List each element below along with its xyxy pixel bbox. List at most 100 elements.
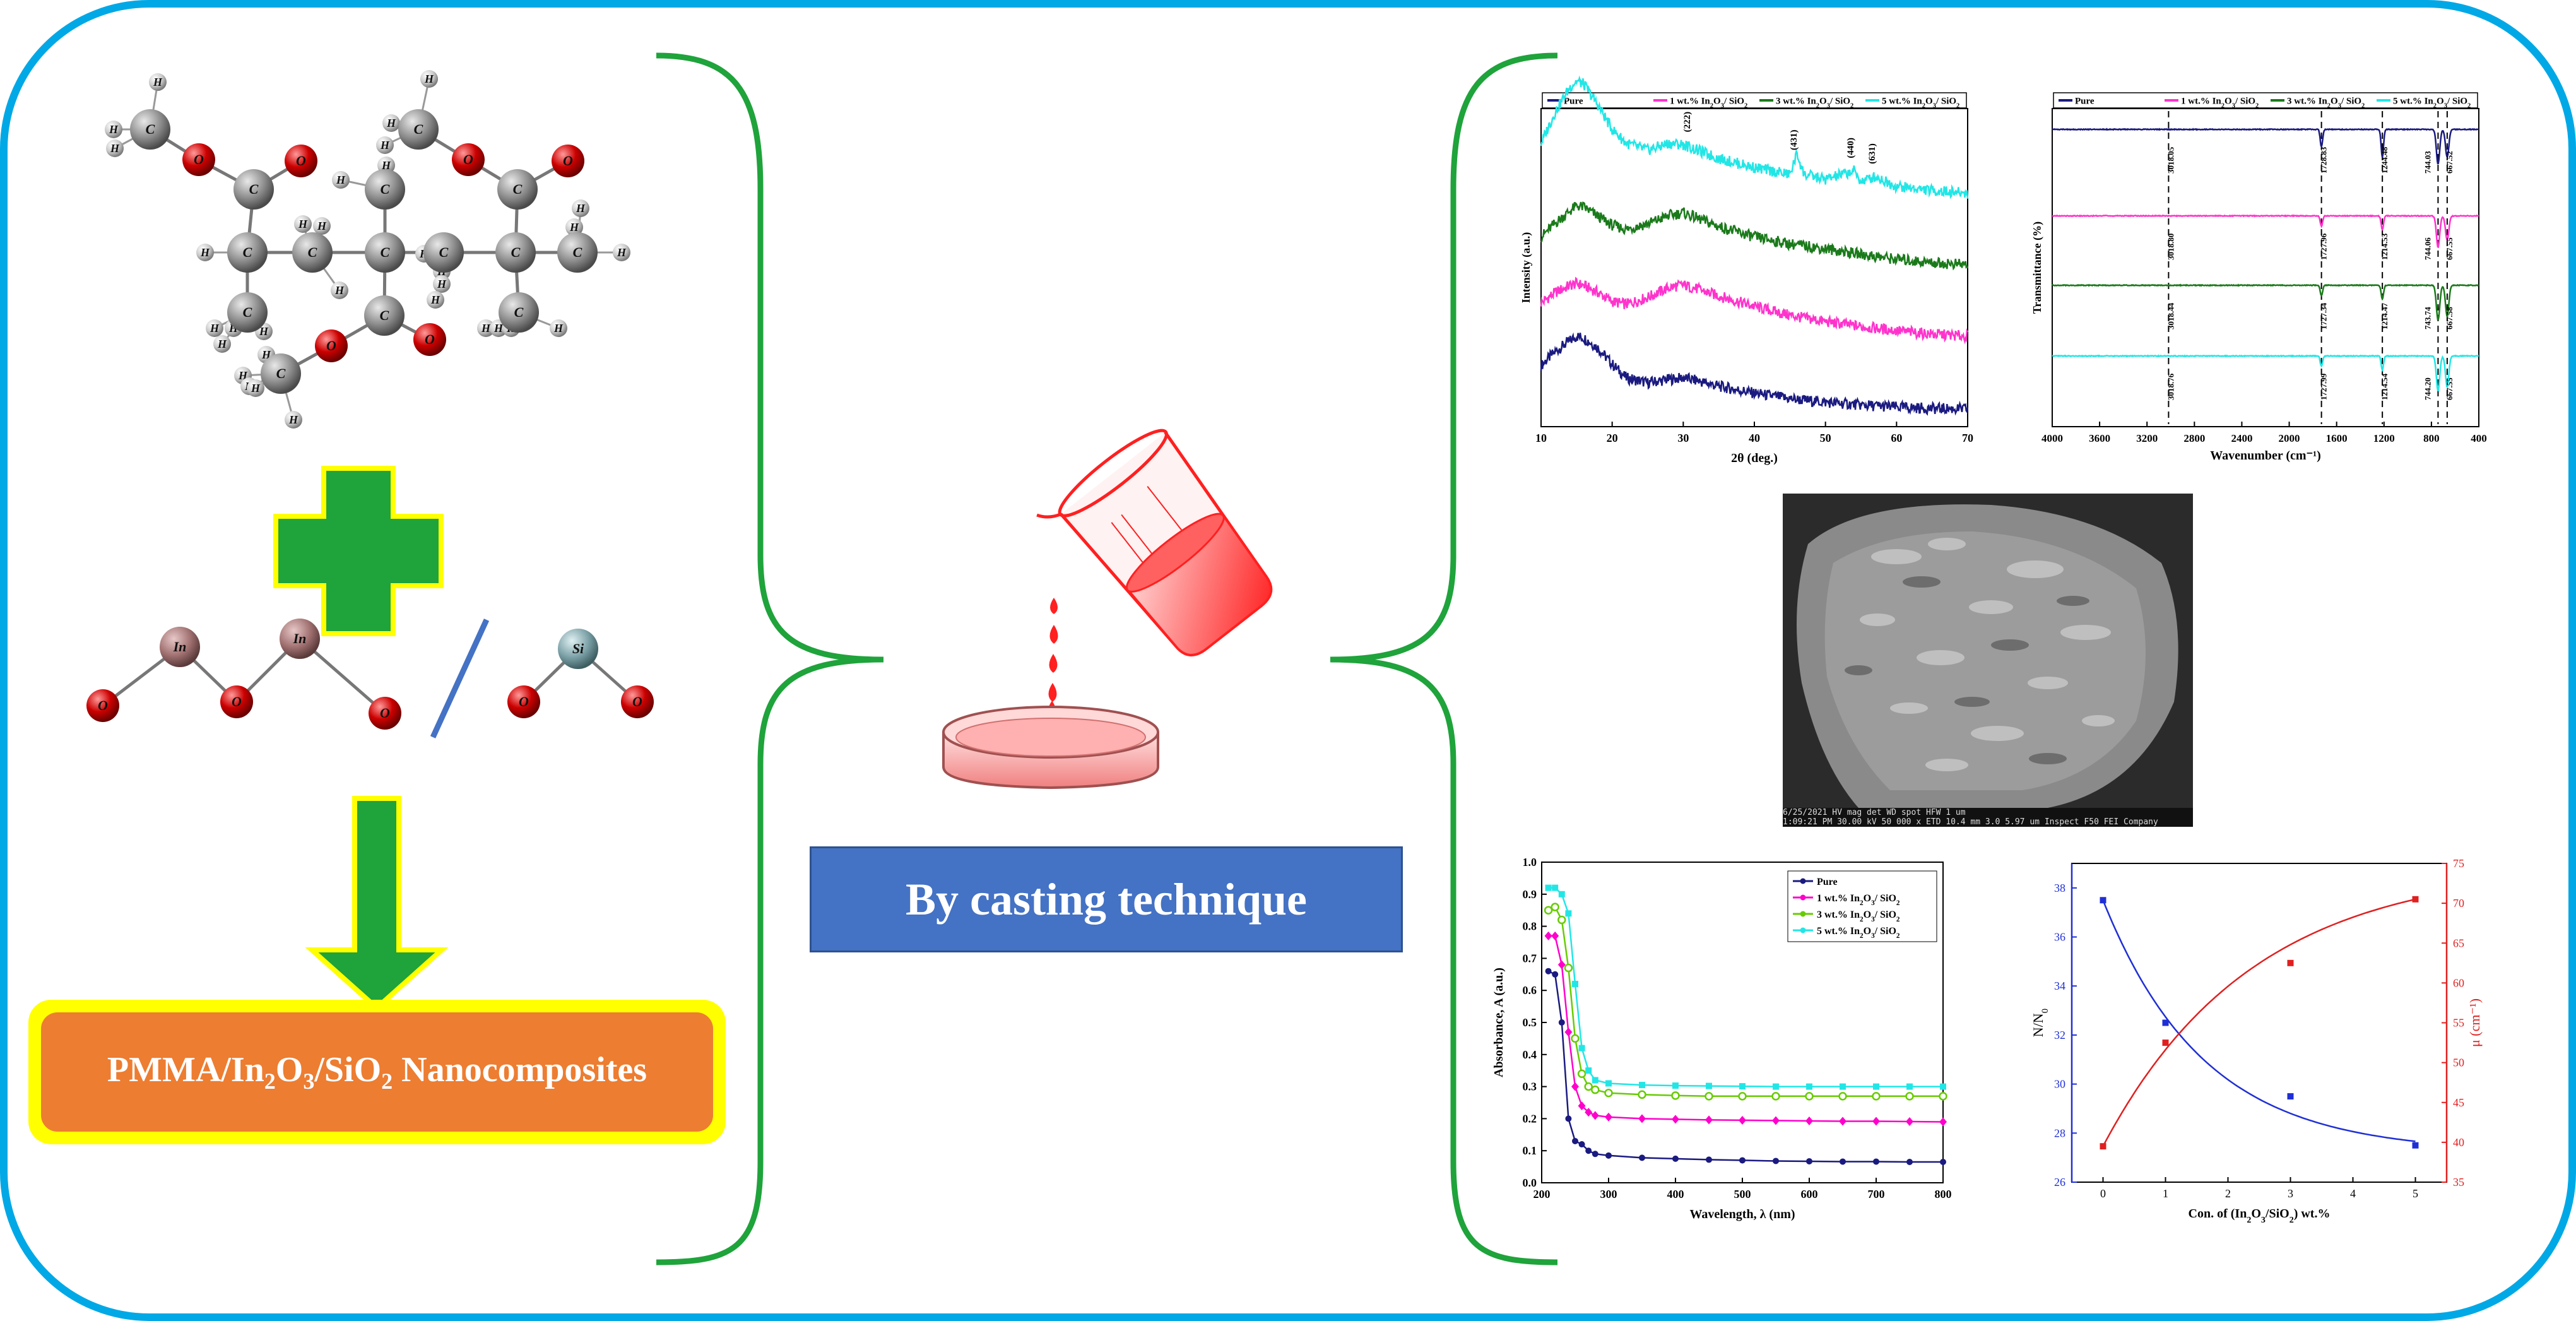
hydrogen-atom: [313, 217, 331, 235]
peak-annotation: 1214.47: [2380, 302, 2389, 329]
uv-point: [1806, 1083, 1812, 1090]
x-tick-label: 2: [2225, 1187, 2231, 1200]
peak-annotation: 667.52: [2445, 151, 2454, 174]
hydrogen-atom: [332, 171, 350, 189]
uv-point: [1705, 1115, 1713, 1125]
pmma-molecule: HHHHHHHHHHHHHHHHHHHHHHHHHHHHHHHHCCCCCCCO…: [105, 70, 630, 429]
atom-label: H: [334, 284, 345, 297]
x-tick-label: 600: [1801, 1188, 1818, 1200]
uv-point: [1592, 1077, 1598, 1084]
uv-point: [1906, 1083, 1913, 1090]
uv-point: [1592, 1151, 1598, 1158]
uv-point: [1544, 931, 1552, 940]
carbon-atom: [233, 169, 274, 210]
x-tick-label: 0: [2100, 1187, 2106, 1200]
sem-caption-line: 6/25/2021 HV mag det WD spot HFW 1 um: [1783, 808, 1966, 817]
peak-annotation: 1244.48: [2380, 146, 2389, 174]
uv-point: [1706, 1082, 1712, 1089]
x-tick-label: 800: [1935, 1188, 1952, 1200]
uv-point: [1551, 903, 1559, 911]
x-tick-label: 4000: [2041, 432, 2063, 444]
legend: [1542, 92, 1967, 109]
oxygen-atom: [285, 145, 317, 177]
uv-point: [1604, 1089, 1613, 1098]
atom-label: H: [493, 322, 504, 335]
uv-point: [1739, 1157, 1746, 1164]
uv-point: [1671, 1091, 1680, 1100]
x-tick-label: 1: [2163, 1187, 2168, 1200]
x-tick-label: 2400: [2231, 432, 2252, 444]
carbon-atom: [261, 353, 301, 394]
uv-point: [1672, 1155, 1679, 1162]
x-axis-label: Con. of (In2O3/SiO2) wt.%: [2189, 1207, 2331, 1225]
uv-point: [1551, 931, 1559, 940]
legend-marker: [1800, 894, 1806, 901]
hydrogen-atom: [420, 70, 438, 88]
atom-label: H: [288, 413, 298, 426]
hydrogen-atom: [613, 244, 630, 261]
in2o3-sio2-molecules: O In O In O Si O O: [86, 619, 654, 730]
legend-label: 3 wt.% In2O3/ SiO2: [1817, 909, 1900, 923]
uv-point: [1544, 906, 1553, 915]
uv-point: [1872, 1092, 1881, 1101]
y-tick-label: 36: [2054, 931, 2065, 944]
slash-separator: [430, 619, 490, 738]
atom-label: In: [173, 639, 187, 655]
hydrogen-atom: [149, 73, 167, 91]
atom-label: H: [430, 293, 440, 306]
hydrogen-atom: [477, 319, 495, 337]
x-axis-label: 2θ (deg.): [1731, 451, 1778, 465]
x-tick-label: 2800: [2183, 432, 2205, 444]
y2-axis-label: μ (cm⁻¹): [2467, 998, 2483, 1047]
uv-point: [1838, 1092, 1847, 1101]
uv-point: [1639, 1154, 1645, 1161]
peak-annotation: 1727.96: [2319, 233, 2329, 260]
x-tick-label: 200: [1533, 1188, 1551, 1200]
y2-tick-label: 75: [2453, 857, 2464, 870]
peak-annotation: 1727.34: [2319, 302, 2329, 329]
ftir-chart: Pure 1 wt.% In2O3/ SiO2 3 wt.% In2O3/ SiO2…: [2031, 92, 2487, 463]
peak-annotation: 3018.80: [2166, 234, 2175, 260]
atom-label: H: [576, 202, 586, 215]
atom-label: H: [210, 322, 220, 335]
atom-label: H: [553, 322, 564, 335]
indium-atom: [280, 619, 320, 659]
peak-annotation: 1214.54: [2380, 373, 2389, 400]
uv-point: [1872, 1117, 1880, 1126]
uv-point: [1840, 1083, 1846, 1090]
legend-label: Pure: [1817, 877, 1838, 887]
y-tick-label: 28: [2054, 1127, 2065, 1139]
x-tick-label: 3200: [2136, 432, 2158, 444]
beaker-icon: [1036, 429, 1273, 656]
peak-annotation: 744.06: [2423, 237, 2432, 260]
casting-technique-text: By casting technique: [905, 874, 1308, 925]
atom-label: O: [98, 697, 108, 713]
plot-area: [2071, 863, 2447, 1183]
drop-icon: [1048, 683, 1057, 702]
legend-label: 5 wt.% In2O3/ SiO2: [2393, 96, 2471, 109]
peak-label: (631): [1867, 143, 1877, 164]
xrd-line: [1540, 201, 1969, 271]
mu-line: [2102, 898, 2416, 1147]
uv-point: [1578, 1101, 1586, 1111]
x-tick-label: 30: [1677, 432, 1689, 444]
y-tick-label: 0.6: [1523, 984, 1537, 997]
uv-point: [1706, 1156, 1712, 1163]
uv-point: [1591, 1111, 1599, 1120]
legend-label: 3 wt.% In2O3/ SiO2: [1776, 96, 1853, 109]
indium-atom: [160, 627, 200, 667]
uv-point: [1571, 1082, 1579, 1091]
hydrogen-atom: [106, 139, 124, 157]
carbon-atom: [130, 109, 170, 150]
uv-point: [1840, 1158, 1846, 1165]
atom-label: C: [381, 244, 390, 260]
x-axis-label: Wavenumber (cm⁻¹): [2210, 449, 2321, 463]
hydrogen-atom: [285, 411, 302, 429]
y-tick-label: 38: [2054, 882, 2065, 894]
uv-point: [1773, 1083, 1779, 1090]
hydrogen-atom: [382, 114, 400, 132]
uv-point: [1557, 915, 1566, 925]
y-tick-label: 32: [2054, 1029, 2065, 1041]
atom-label: C: [249, 181, 259, 197]
uv-point: [1705, 1092, 1713, 1101]
